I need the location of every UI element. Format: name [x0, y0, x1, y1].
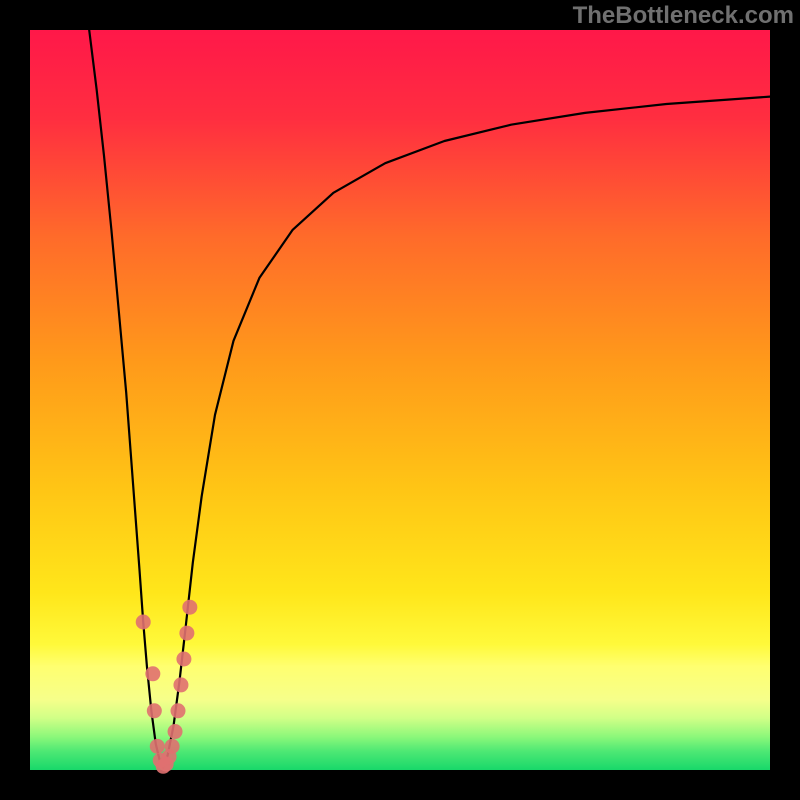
data-point: [182, 600, 197, 615]
data-point: [176, 652, 191, 667]
plot-background-gradient: [30, 30, 770, 770]
data-point: [136, 615, 151, 630]
data-point: [171, 703, 186, 718]
chart-svg: [0, 0, 800, 800]
bottleneck-chart-root: TheBottleneck.com: [0, 0, 800, 800]
data-point: [173, 677, 188, 692]
data-point: [165, 739, 180, 754]
data-point: [168, 724, 183, 739]
data-point: [147, 703, 162, 718]
data-point: [179, 626, 194, 641]
data-point: [150, 739, 165, 754]
data-point: [145, 666, 160, 681]
source-watermark: TheBottleneck.com: [573, 2, 794, 30]
